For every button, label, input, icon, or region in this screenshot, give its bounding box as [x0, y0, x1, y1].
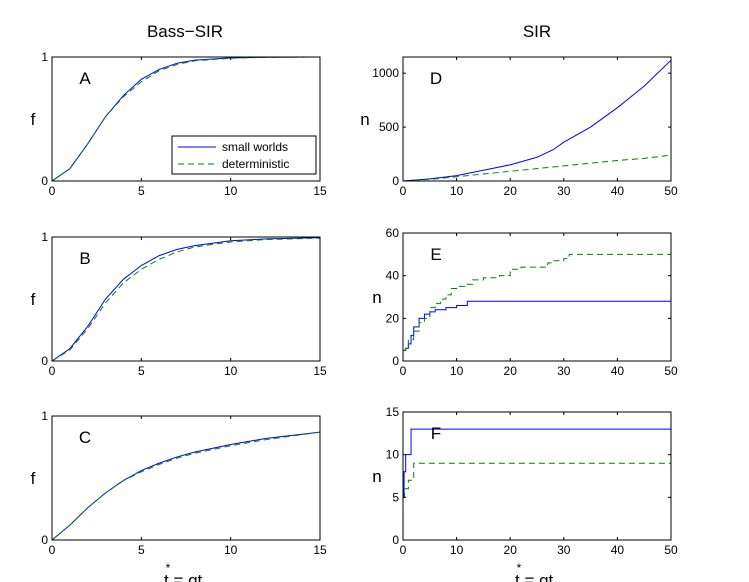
y-axis-label: n: [372, 288, 381, 307]
y-tick-label: 1: [41, 230, 48, 244]
left-xlabel: t = qt: [164, 571, 203, 582]
x-tick-label: 0: [400, 184, 407, 198]
axes-frame: [402, 411, 672, 541]
right-xlabel-star: *: [517, 561, 522, 575]
x-tick-label: 10: [224, 543, 238, 557]
series-deterministic-line: [52, 57, 320, 181]
y-axis-label: f: [31, 469, 36, 488]
x-tick-label: 0: [400, 543, 407, 557]
x-tick-label: 50: [664, 543, 678, 557]
series-deterministic-line: [403, 154, 671, 181]
y-tick-label: 0: [41, 174, 48, 188]
y-axis-label: n: [372, 467, 381, 486]
panel-label: C: [79, 428, 91, 447]
y-tick-label: 40: [386, 269, 400, 283]
x-tick-label: 10: [224, 364, 238, 378]
x-tick-label: 0: [49, 543, 56, 557]
y-tick-label: 10: [386, 448, 400, 462]
x-tick-label: 10: [224, 184, 238, 198]
y-axis-label: f: [31, 110, 36, 129]
y-tick-label: 0: [392, 533, 399, 547]
x-tick-label: 10: [450, 543, 464, 557]
x-tick-label: 15: [313, 364, 327, 378]
x-tick-label: 50: [664, 364, 678, 378]
y-axis-label: f: [31, 290, 36, 309]
x-tick-label: 5: [138, 184, 145, 198]
axes-frame: [402, 56, 672, 182]
x-tick-label: 40: [611, 184, 625, 198]
left-xlabel-star: *: [166, 561, 171, 575]
x-tick-label: 15: [313, 184, 327, 198]
y-tick-label: 60: [386, 226, 400, 240]
x-tick-label: 20: [504, 184, 518, 198]
x-tick-label: 40: [611, 364, 625, 378]
x-tick-label: 0: [400, 364, 407, 378]
right-xlabel: t = qt: [515, 571, 554, 582]
x-tick-label: 20: [504, 543, 518, 557]
x-tick-label: 10: [450, 364, 464, 378]
axes-frame: [51, 415, 321, 541]
y-tick-label: 500: [379, 120, 399, 134]
x-tick-label: 0: [49, 364, 56, 378]
y-tick-label: 20: [386, 311, 400, 325]
axes-frame: [51, 56, 321, 182]
x-tick-label: 0: [49, 184, 56, 198]
axes-frame: [51, 236, 321, 362]
series-deterministic-line: [403, 253, 671, 351]
panel-label: A: [79, 69, 91, 88]
y-tick-label: 0: [41, 533, 48, 547]
y-axis-label: n: [360, 110, 369, 129]
y-tick-label: 1000: [372, 66, 399, 80]
legend-label-deterministic: deterministic: [222, 157, 289, 171]
y-tick-label: 1: [41, 50, 48, 64]
x-tick-label: 40: [611, 543, 625, 557]
x-tick-label: 5: [138, 364, 145, 378]
legend-label-small-worlds: small worlds: [222, 140, 288, 154]
right-column-title: SIR: [523, 22, 551, 41]
left-column-title: Bass−SIR: [147, 22, 223, 41]
panel-label: E: [430, 245, 441, 264]
y-tick-label: 0: [392, 174, 399, 188]
series-deterministic-line: [52, 237, 320, 361]
axes-frame: [402, 232, 672, 362]
panel-f: 0 10 20 30 40 50 0 5 10 15 n F: [372, 405, 678, 557]
x-tick-label: 10: [450, 184, 464, 198]
panel-e: 0 10 20 30 40 50 0 20 40 60 n E: [372, 226, 678, 378]
x-tick-label: 30: [557, 184, 571, 198]
series-deterministic-line: [403, 462, 671, 498]
x-tick-label: 30: [557, 543, 571, 557]
y-tick-label: 5: [392, 490, 399, 504]
x-tick-label: 20: [504, 364, 518, 378]
legend: small worlds deterministic: [171, 135, 317, 175]
y-tick-label: 1: [41, 409, 48, 423]
panel-b: 0 5 10 15 0 1 f B: [31, 230, 327, 378]
right-xlabel-group: t = qt *: [515, 561, 554, 582]
series-deterministic-line: [52, 431, 320, 540]
left-xlabel-group: t = qt *: [164, 561, 203, 582]
y-tick-label: 0: [41, 354, 48, 368]
x-tick-label: 30: [557, 364, 571, 378]
series-small-worlds-line: [52, 237, 320, 361]
x-tick-label: 5: [138, 543, 145, 557]
series-small-worlds-line: [52, 431, 320, 540]
panel-label: F: [431, 424, 441, 443]
panel-c: 0 5 10 15 0 1 f C: [31, 409, 327, 557]
x-tick-label: 50: [664, 184, 678, 198]
y-tick-label: 0: [392, 354, 399, 368]
y-tick-label: 15: [386, 405, 400, 419]
panel-label: B: [79, 249, 90, 268]
legend-box: [171, 135, 317, 175]
panel-label: D: [430, 69, 442, 88]
series-small-worlds-line: [403, 59, 671, 181]
x-tick-label: 15: [313, 543, 327, 557]
